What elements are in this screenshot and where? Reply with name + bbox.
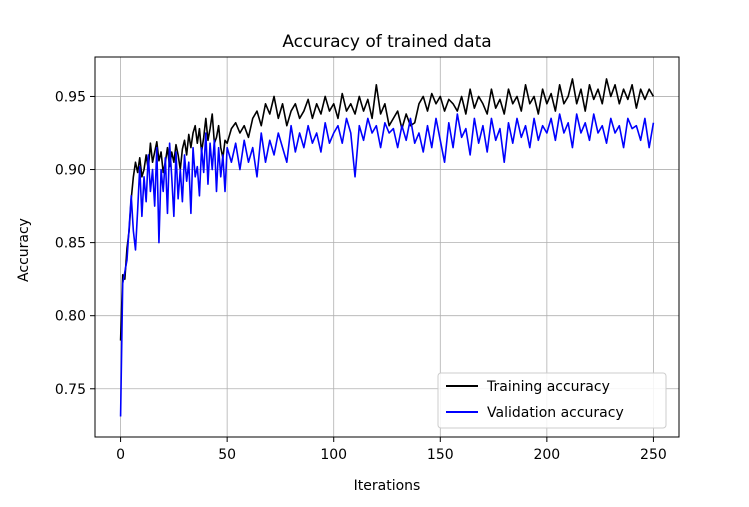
chart-title: Accuracy of trained data: [282, 32, 491, 52]
x-tick-label: 0: [116, 447, 125, 463]
x-tick-label: 100: [320, 447, 347, 463]
y-tick-label: 0.90: [55, 163, 86, 179]
x-axis-label: Iterations: [354, 478, 421, 494]
y-ticks: 0.75 0.80 0.85 0.90 0.95: [55, 89, 95, 398]
legend: Training accuracy Validation accuracy: [437, 372, 667, 429]
grid-lines: [95, 57, 679, 437]
y-tick-label: 0.80: [55, 309, 86, 325]
y-axis-label: Accuracy: [16, 218, 32, 282]
training-accuracy-line: [119, 78, 655, 341]
legend-label-training: Training accuracy: [486, 379, 610, 395]
x-tick-label: 250: [640, 447, 667, 463]
x-tick-label: 50: [218, 447, 236, 463]
validation-accuracy-line: [119, 113, 655, 417]
series-lines: [119, 78, 655, 417]
legend-box: [437, 372, 667, 429]
x-tick-label: 200: [533, 447, 560, 463]
legend-label-validation: Validation accuracy: [487, 405, 624, 421]
y-tick-label: 0.95: [55, 89, 86, 105]
x-ticks: 0 50 100 150 200 250: [116, 437, 667, 463]
y-tick-label: 0.75: [55, 382, 86, 398]
plot-frame: [94, 56, 680, 438]
x-tick-label: 150: [427, 447, 454, 463]
y-tick-label: 0.85: [55, 236, 86, 252]
